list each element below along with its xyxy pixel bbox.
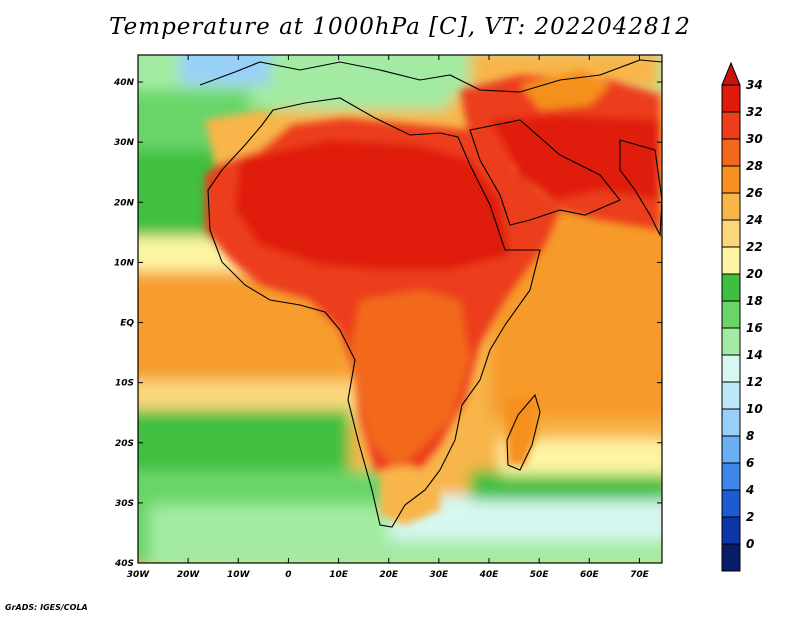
colorbar-swatch — [721, 489, 741, 518]
lat-label: 20N — [114, 198, 135, 208]
madagascar-coastline — [506, 393, 541, 471]
colorbar-swatch — [721, 246, 741, 275]
colorbar-label: 26 — [746, 186, 763, 200]
lon-label: 20W — [177, 570, 201, 580]
map-title: Temperature at 1000hPa [C], VT: 20220428… — [109, 14, 691, 40]
colorbar-swatch — [721, 111, 741, 140]
colorbar-label: 8 — [746, 429, 754, 443]
colorbar-label: 12 — [746, 375, 763, 389]
lat-label: 40S — [114, 559, 134, 569]
colorbar-label: 32 — [746, 105, 763, 119]
lat-label: 10N — [114, 258, 135, 268]
africa-coastline — [207, 97, 541, 528]
colorbar-swatch — [721, 516, 741, 545]
colorbar-label: 2 — [746, 510, 754, 524]
map-frame — [137, 54, 663, 564]
lat-label: 20S — [115, 439, 134, 449]
colorbar-label: 0 — [746, 537, 754, 551]
lon-label: 0 — [285, 570, 291, 580]
colorbar-swatch — [721, 354, 741, 383]
colorbar-over-arrow — [721, 61, 741, 86]
coastlines — [199, 59, 662, 528]
lat-label: 30S — [115, 499, 134, 509]
colorbar-swatch — [721, 138, 741, 167]
colorbar-label: 34 — [746, 78, 763, 92]
lat-label: 40N — [113, 78, 135, 88]
lon-label: 60E — [580, 570, 600, 580]
colorbar-label: 22 — [746, 240, 763, 254]
lat-label: 10S — [115, 379, 134, 389]
lat-label: 30N — [114, 138, 135, 148]
colorbar-swatch — [721, 300, 741, 329]
colorbar-label: 14 — [746, 348, 763, 362]
europe-coastline — [199, 59, 662, 93]
colorbar-swatch — [721, 381, 741, 410]
lon-label: 70E — [630, 570, 650, 580]
temperature-field — [138, 55, 662, 563]
lat-label: EQ — [120, 319, 134, 329]
lon-label: 30E — [430, 570, 450, 580]
colorbar-label: 16 — [746, 321, 763, 335]
colorbar-swatch — [721, 327, 741, 356]
lon-label: 40E — [479, 570, 500, 580]
colorbar-swatch — [721, 408, 741, 437]
colorbar-swatch — [721, 165, 741, 194]
colorbar-swatch — [721, 462, 741, 491]
colorbar-swatch — [721, 192, 741, 221]
colorbar-swatch — [721, 84, 741, 113]
axes-layer: 30W 20W 10W 0 10E 20E 30E 40E 50E 60E 70E 40N 30N 20N… — [113, 55, 662, 580]
colorbar-label: 6 — [746, 456, 754, 470]
colorbar-label: 20 — [746, 267, 763, 281]
colorbar-swatch — [721, 543, 741, 572]
lon-label: 10W — [227, 570, 251, 580]
arabia-coastline — [469, 119, 621, 226]
grads-credit: GrADS: IGES/COLA — [5, 603, 88, 612]
colorbar-label: 24 — [746, 213, 763, 227]
colorbar-swatch — [721, 435, 741, 464]
colorbar-swatch — [721, 273, 741, 302]
lon-label: 50E — [530, 570, 550, 580]
colorbar-label: 30 — [746, 132, 763, 146]
colorbar-swatch — [721, 219, 741, 248]
india-coastline — [619, 139, 662, 238]
colorbar-label: 28 — [746, 159, 763, 173]
colorbar-label: 10 — [746, 402, 763, 416]
lon-label: 30W — [127, 570, 151, 580]
colorbar-label: 4 — [745, 483, 754, 497]
colorbar-label: 18 — [746, 294, 763, 308]
lon-label: 20E — [379, 570, 399, 580]
lon-label: 10E — [329, 570, 349, 580]
